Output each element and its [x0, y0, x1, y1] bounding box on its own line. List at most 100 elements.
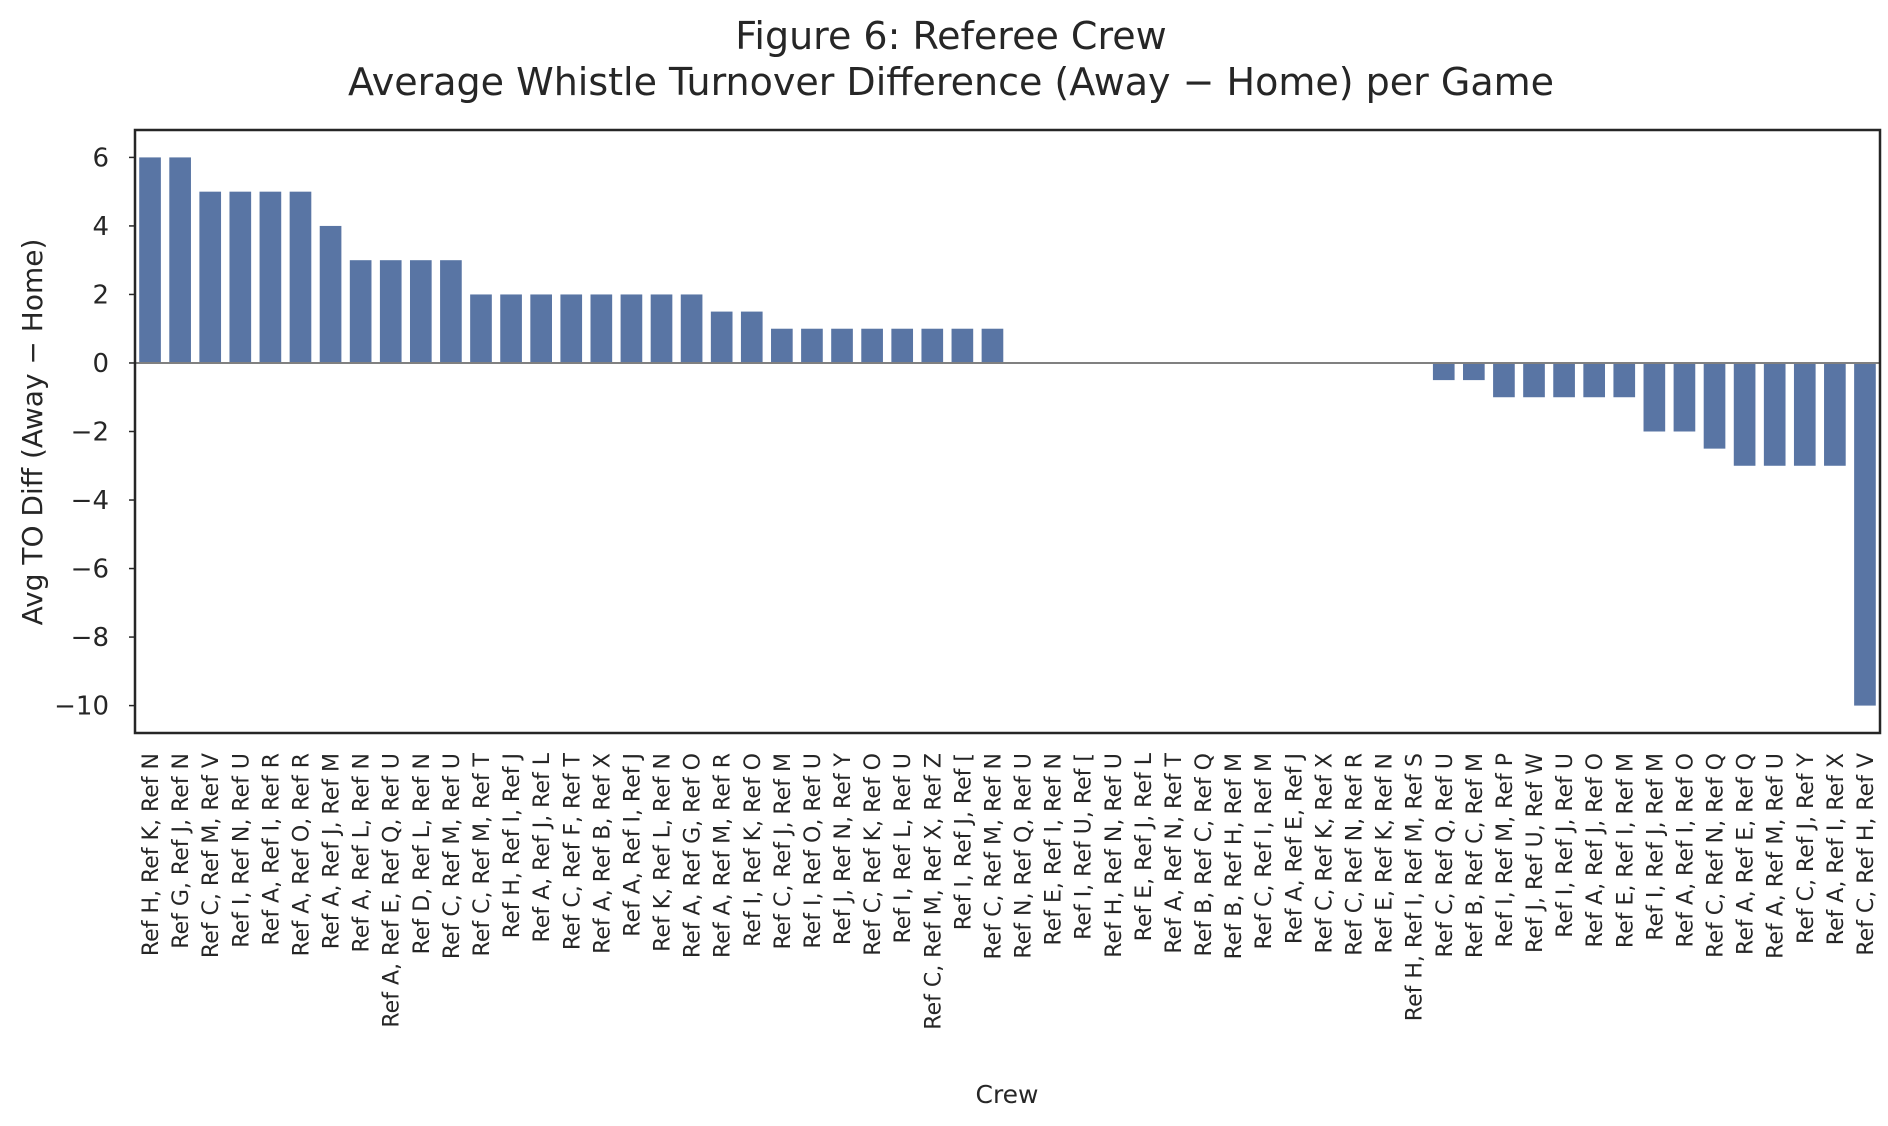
x-tick-label: Ref C, Ref H, Ref V [1854, 753, 1879, 956]
y-tick-label: 2 [92, 280, 109, 310]
bar [1793, 362, 1816, 466]
x-tick-label: Ref A, Ref I, Ref X [1824, 753, 1849, 945]
x-tick-label: Ref J, Ref U, Ref W [1523, 753, 1548, 953]
x-tick-label: Ref H, Ref K, Ref N [139, 753, 164, 956]
x-tick-label: Ref A, Ref B, Ref X [590, 753, 615, 954]
x-tick-label: Ref I, Ref J, Ref U [1553, 753, 1578, 938]
x-tick-label: Ref A, Ref I, Ref R [259, 753, 284, 946]
bar [831, 328, 853, 363]
x-tick-label: Ref I, Ref O, Ref U [801, 753, 826, 949]
bar [1463, 362, 1485, 381]
x-tick-label: Ref C, Ref M, Ref T [470, 752, 495, 956]
bar [259, 191, 282, 363]
bar [440, 260, 462, 363]
x-tick-label: Ref H, Ref N, Ref U [1102, 753, 1127, 958]
x-tick-label: Ref C, Ref M, Ref X, Ref Z [921, 753, 946, 1030]
bar [1613, 362, 1636, 398]
bar [169, 157, 191, 363]
x-tick-label: Ref A, Ref E, Ref Q [1734, 753, 1759, 955]
x-tick-label: Ref A, Ref J, Ref O [1583, 753, 1608, 948]
axes-frame [133, 128, 1882, 735]
x-tick-label: Ref A, Ref J, Ref M [320, 753, 345, 949]
bar [891, 328, 914, 363]
x-axis: Ref H, Ref K, Ref N Ref G, Ref J, Ref N Re… [139, 752, 1879, 1029]
y-tick-label: −10 [54, 692, 109, 722]
x-tick-label: Ref C, Ref N, Ref Q [1704, 753, 1729, 958]
bar [500, 294, 522, 363]
x-tick-label: Ref C, Ref N, Ref R [1342, 753, 1367, 956]
x-tick-label: Ref I, Ref K, Ref O [741, 753, 766, 947]
x-tick-label: Ref A, Ref G, Ref O [681, 753, 706, 958]
x-tick-label: Ref A, Ref O, Ref R [289, 753, 314, 956]
x-tick-label: Ref I, Ref L, Ref U [891, 753, 916, 944]
x-tick-label: Ref D, Ref L, Ref N [410, 753, 435, 954]
bar [379, 260, 402, 363]
x-tick-label: Ref I, Ref N, Ref U [229, 753, 254, 948]
bar [921, 328, 944, 363]
x-tick-label: Ref C, Ref J, Ref Y [1794, 752, 1819, 944]
x-axis-label: Crew [975, 1080, 1038, 1109]
x-tick-label: Ref B, Ref H, Ref M [1222, 753, 1247, 959]
x-tick-label: Ref C, Ref I, Ref M [1252, 753, 1277, 950]
bar [590, 294, 613, 363]
bar [1523, 362, 1545, 398]
x-tick-label: Ref C, Ref M, Ref U [440, 753, 465, 959]
x-tick-label: Ref A, Ref L, Ref N [350, 753, 375, 952]
bar [199, 191, 222, 363]
x-tick-label: Ref B, Ref C, Ref Q [1192, 753, 1217, 956]
bar [470, 294, 492, 363]
x-tick-label: Ref A, Ref E, Ref J [1282, 753, 1307, 944]
bar [1432, 362, 1455, 381]
x-tick-label: Ref I, Ref U, Ref [ [1072, 753, 1097, 940]
y-tick-label: −2 [71, 418, 109, 448]
bar [319, 225, 342, 363]
bar [1703, 362, 1726, 449]
x-tick-label: Ref A, Ref I, Ref J [620, 753, 645, 937]
x-tick-label: Ref E, Ref I, Ref N [1042, 753, 1067, 946]
bars-group [139, 157, 1876, 706]
x-tick-label: Ref I, Ref J, Ref [ [951, 753, 976, 930]
bar [139, 157, 161, 363]
x-tick-label: Ref C, Ref K, Ref O [861, 753, 886, 956]
x-tick-label: Ref I, Ref J, Ref M [1643, 753, 1668, 941]
bar [620, 294, 643, 363]
y-tick-label: −6 [71, 555, 109, 585]
x-tick-label: Ref C, Ref J, Ref M [771, 753, 796, 950]
bar [861, 328, 883, 363]
bar [981, 328, 1004, 363]
bar [1824, 362, 1846, 466]
bar [1733, 362, 1756, 466]
x-tick-label: Ref A, Ref M, Ref U [1764, 753, 1789, 959]
bar [1643, 362, 1666, 432]
y-axis-label: Avg TO Diff (Away − Home) [16, 239, 49, 626]
bar [1673, 362, 1696, 432]
y-tick-label: −8 [71, 623, 109, 653]
x-tick-label: Ref C, Ref M, Ref N [981, 753, 1006, 960]
x-tick-label: Ref A, Ref M, Ref R [711, 753, 736, 958]
x-tick-label: Ref C, Ref M, Ref V [199, 753, 224, 958]
x-tick-label: Ref K, Ref L, Ref N [651, 753, 676, 952]
bar [409, 260, 432, 363]
x-tick-label: Ref G, Ref J, Ref N [169, 753, 194, 949]
bar [1583, 362, 1606, 398]
bar [1493, 362, 1515, 398]
x-tick-label: Ref C, Ref F, Ref T [560, 752, 585, 950]
bar [229, 191, 252, 363]
bar [289, 191, 312, 363]
bar [680, 294, 703, 363]
bar [801, 328, 823, 363]
x-tick-label: Ref A, Ref J, Ref L [530, 752, 555, 942]
bar [650, 294, 673, 363]
bar [349, 260, 372, 363]
y-tick-label: 0 [92, 349, 109, 379]
bar [530, 294, 552, 363]
bar [1763, 362, 1786, 466]
bar [1553, 362, 1575, 398]
x-tick-label: Ref C, Ref K, Ref X [1312, 753, 1337, 954]
bar [710, 311, 733, 363]
y-tick-label: 4 [92, 212, 109, 242]
x-tick-label: Ref H, Ref I, Ref M, Ref S [1403, 753, 1428, 1021]
y-tick-label: 6 [92, 143, 109, 173]
